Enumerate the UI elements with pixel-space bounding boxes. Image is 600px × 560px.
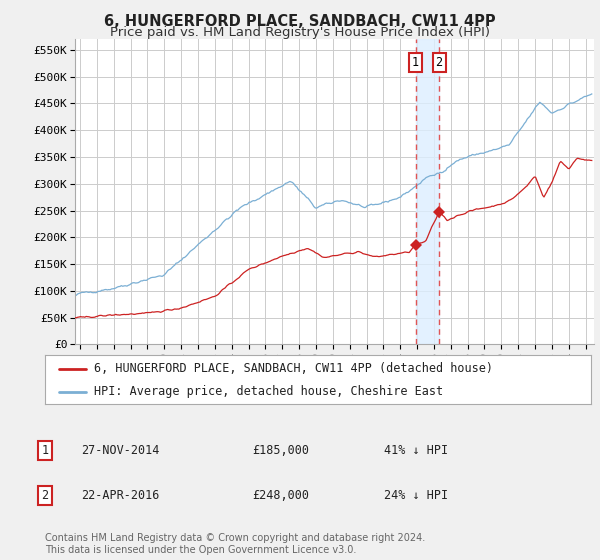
Text: 1: 1 <box>41 444 49 458</box>
Text: £248,000: £248,000 <box>252 489 309 502</box>
Text: 2: 2 <box>436 56 443 69</box>
Text: HPI: Average price, detached house, Cheshire East: HPI: Average price, detached house, Ches… <box>94 385 443 399</box>
Text: 27-NOV-2014: 27-NOV-2014 <box>81 444 160 458</box>
Text: 41% ↓ HPI: 41% ↓ HPI <box>384 444 448 458</box>
Bar <box>416 39 439 344</box>
Text: This data is licensed under the Open Government Licence v3.0.: This data is licensed under the Open Gov… <box>45 545 356 556</box>
Text: 22-APR-2016: 22-APR-2016 <box>81 489 160 502</box>
Text: 2: 2 <box>41 489 49 502</box>
Text: 6, HUNGERFORD PLACE, SANDBACH, CW11 4PP (detached house): 6, HUNGERFORD PLACE, SANDBACH, CW11 4PP … <box>94 362 493 375</box>
Text: £185,000: £185,000 <box>252 444 309 458</box>
Text: Price paid vs. HM Land Registry's House Price Index (HPI): Price paid vs. HM Land Registry's House … <box>110 26 490 39</box>
Text: 1: 1 <box>412 56 419 69</box>
Text: 6, HUNGERFORD PLACE, SANDBACH, CW11 4PP: 6, HUNGERFORD PLACE, SANDBACH, CW11 4PP <box>104 14 496 29</box>
Text: Contains HM Land Registry data © Crown copyright and database right 2024.: Contains HM Land Registry data © Crown c… <box>45 533 425 543</box>
Text: 24% ↓ HPI: 24% ↓ HPI <box>384 489 448 502</box>
